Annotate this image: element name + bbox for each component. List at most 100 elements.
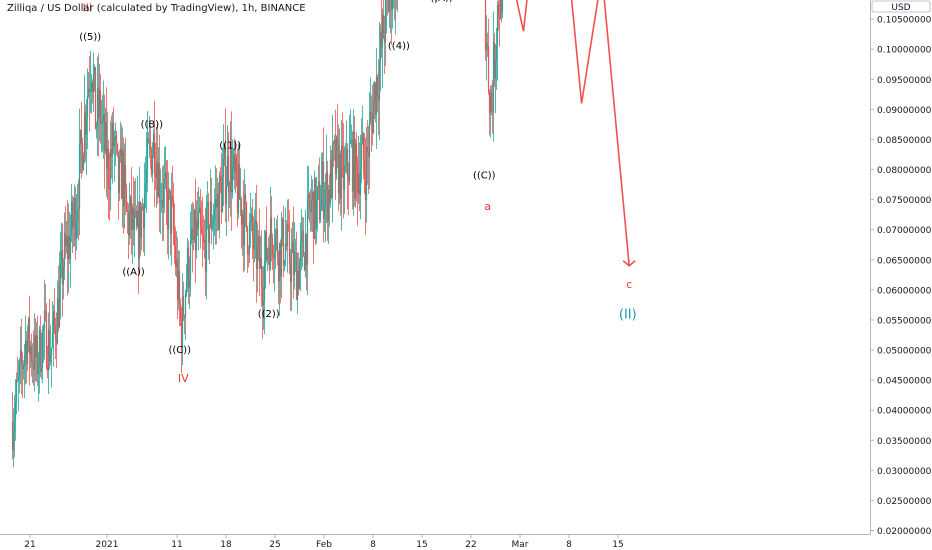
candle-body bbox=[157, 163, 160, 197]
candle-body bbox=[236, 180, 239, 214]
candle-body bbox=[127, 211, 130, 236]
price-tick-label: 0.02500000 bbox=[877, 497, 932, 507]
candle-body bbox=[214, 199, 217, 210]
candle-body bbox=[492, 41, 495, 113]
time-axis[interactable]: 21 2021 11 18 25 Feb 8 15 22 Mar 8 15 bbox=[0, 534, 932, 550]
price-axis-bg bbox=[870, 0, 932, 550]
candle-body bbox=[138, 202, 141, 259]
candle-body bbox=[62, 266, 65, 285]
candle-body bbox=[28, 318, 31, 354]
candle-body bbox=[111, 122, 114, 157]
candle-body bbox=[351, 140, 354, 192]
candle-body bbox=[264, 232, 267, 262]
wave-annotations: ((5))III((B))((A))((C))IV((1))((2))((3))… bbox=[79, 0, 636, 385]
candle-body bbox=[258, 236, 261, 269]
candle-body bbox=[387, 0, 390, 12]
candle-body bbox=[68, 235, 71, 259]
candle-body bbox=[207, 202, 210, 243]
candle-body bbox=[221, 176, 224, 213]
candle-body bbox=[205, 206, 208, 272]
candle-body bbox=[76, 209, 79, 222]
candle-body bbox=[112, 122, 115, 147]
candle-body bbox=[156, 162, 159, 197]
candle-body bbox=[113, 139, 116, 147]
candle-body bbox=[77, 209, 80, 210]
price-tick-label: 0.04000000 bbox=[877, 407, 932, 417]
candle-body bbox=[251, 213, 254, 237]
candle-body bbox=[24, 340, 27, 355]
candle-body bbox=[302, 231, 305, 256]
wave-label: ((A)) bbox=[122, 267, 145, 278]
candle-body bbox=[89, 88, 92, 92]
candle-body bbox=[253, 224, 256, 249]
candle-body bbox=[87, 88, 90, 96]
candle-body bbox=[249, 220, 252, 223]
candle-body bbox=[255, 220, 258, 270]
candle-body bbox=[318, 181, 321, 220]
candle-body bbox=[224, 146, 227, 204]
time-tick-label: 18 bbox=[220, 540, 232, 550]
candle-body bbox=[496, 4, 499, 45]
wave-label: III bbox=[83, 1, 93, 14]
candle-body bbox=[83, 112, 86, 156]
candle-body bbox=[96, 87, 99, 126]
candle-body bbox=[298, 261, 301, 289]
candle-body bbox=[282, 219, 285, 266]
candle-body bbox=[132, 207, 135, 231]
candle-body bbox=[217, 193, 220, 230]
candle-body bbox=[57, 298, 60, 328]
candle-body bbox=[320, 188, 323, 211]
candle-body bbox=[315, 200, 318, 229]
candle-body bbox=[162, 183, 165, 208]
candle-body bbox=[60, 250, 63, 264]
wave-label: ((5)) bbox=[79, 32, 101, 43]
candle-body bbox=[36, 335, 39, 375]
candle-body bbox=[275, 229, 278, 235]
time-tick-label: 15 bbox=[612, 540, 623, 550]
candle-body bbox=[333, 139, 336, 144]
candle-body bbox=[47, 329, 50, 371]
candle-body bbox=[356, 165, 359, 194]
price-tick-label: 0.05500000 bbox=[877, 316, 932, 326]
candle-body bbox=[345, 148, 348, 166]
currency-badge[interactable] bbox=[871, 0, 931, 13]
candle-body bbox=[73, 198, 76, 219]
candle-body bbox=[353, 132, 356, 199]
price-tick-label: 0.08000000 bbox=[877, 166, 932, 176]
candle-body bbox=[276, 229, 279, 259]
price-tick-label: 0.02000000 bbox=[877, 527, 932, 537]
projection-path bbox=[515, 0, 630, 266]
candle-body bbox=[104, 121, 107, 152]
candle-body bbox=[63, 232, 66, 267]
price-tick-label: 0.03000000 bbox=[877, 467, 932, 477]
candle-body bbox=[238, 164, 241, 200]
candle-body bbox=[227, 155, 230, 193]
candle-body bbox=[170, 196, 173, 234]
candle-body bbox=[203, 240, 206, 243]
candle-body bbox=[379, 32, 382, 62]
candle-body bbox=[51, 332, 54, 348]
candle-body bbox=[79, 130, 82, 144]
candle-body bbox=[293, 252, 296, 275]
candle-body bbox=[94, 67, 97, 130]
candle-body bbox=[159, 201, 162, 203]
candle-body bbox=[329, 159, 332, 204]
candle-body bbox=[304, 234, 307, 271]
candle-body bbox=[136, 210, 139, 227]
candle-body bbox=[72, 218, 75, 229]
candle-body bbox=[173, 230, 176, 245]
candle-body bbox=[485, 43, 488, 51]
price-axis[interactable]: 0.190000000.185000000.180000000.17500000… bbox=[870, 0, 932, 550]
candle-body bbox=[350, 140, 353, 141]
candle-body bbox=[66, 236, 69, 259]
candle-body bbox=[322, 161, 325, 219]
candle-body bbox=[311, 192, 314, 200]
candle-body bbox=[15, 380, 18, 402]
price-tick-label: 0.06000000 bbox=[877, 286, 932, 296]
candle-body bbox=[497, 4, 500, 17]
candle-body bbox=[197, 212, 200, 230]
wave-label: IV bbox=[178, 372, 189, 385]
candle-body bbox=[48, 329, 51, 362]
candle-body bbox=[180, 318, 183, 352]
